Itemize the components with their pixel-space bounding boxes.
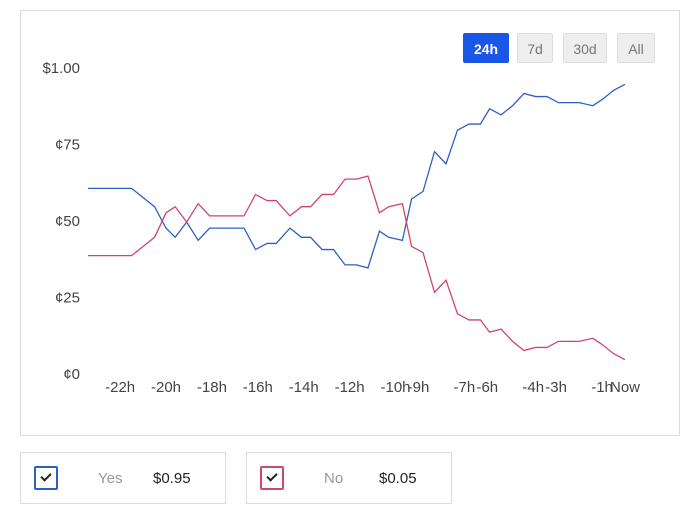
x-tick-label: -1h [591, 379, 613, 396]
legend-checkbox[interactable] [260, 466, 284, 490]
x-tick-label: -14h [289, 379, 319, 396]
series-line [88, 83, 626, 269]
x-tick-label: -3h [545, 379, 567, 396]
x-tick-label: -7h [454, 379, 476, 396]
y-tick-label: ¢50 [55, 213, 80, 230]
legend-item: No $0.05 [246, 452, 452, 504]
series-line [88, 175, 626, 361]
x-tick-label: Now [610, 379, 640, 396]
x-tick-label: -4h [522, 379, 544, 396]
range-button[interactable]: 30d [563, 33, 607, 63]
x-tick-label: -18h [197, 379, 227, 396]
x-tick-label: -6h [476, 379, 498, 396]
legend-name: Yes [98, 470, 123, 487]
y-tick-label: ¢75 [55, 136, 80, 153]
x-tick-label: -9h [408, 379, 430, 396]
range-button[interactable]: 7d [517, 33, 553, 63]
chart-card [20, 10, 680, 436]
x-tick-label: -16h [243, 379, 273, 396]
x-tick-label: -12h [335, 379, 365, 396]
y-tick-label: ¢25 [55, 289, 80, 306]
legend-checkbox[interactable] [34, 466, 58, 490]
range-button[interactable]: All [617, 33, 655, 63]
legend-price: $0.05 [379, 470, 417, 487]
legend-item: Yes $0.95 [20, 452, 226, 504]
y-tick-label: $1.00 [42, 60, 80, 77]
x-tick-label: -22h [105, 379, 135, 396]
legend-price: $0.95 [153, 470, 191, 487]
y-tick-label: ¢0 [63, 366, 80, 383]
x-tick-label: -10h [380, 379, 410, 396]
legend-name: No [324, 470, 344, 487]
range-button[interactable]: 24h [463, 33, 509, 63]
x-tick-label: -20h [151, 379, 181, 396]
